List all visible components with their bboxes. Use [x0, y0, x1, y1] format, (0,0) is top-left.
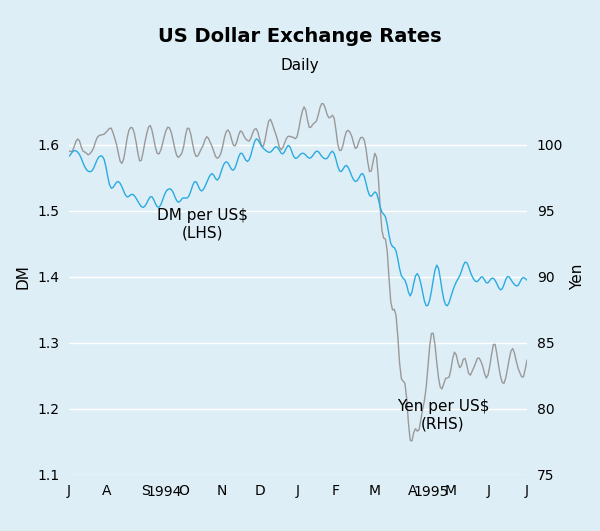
Text: 1994: 1994 [146, 485, 182, 499]
Text: 1995: 1995 [414, 485, 449, 499]
Text: US Dollar Exchange Rates: US Dollar Exchange Rates [158, 27, 442, 46]
Text: Daily: Daily [281, 58, 319, 73]
Y-axis label: Yen: Yen [570, 263, 585, 290]
Y-axis label: DM: DM [15, 264, 30, 289]
Text: Yen per US$
(RHS): Yen per US$ (RHS) [397, 399, 489, 431]
Text: DM per US$
(LHS): DM per US$ (LHS) [157, 208, 248, 240]
